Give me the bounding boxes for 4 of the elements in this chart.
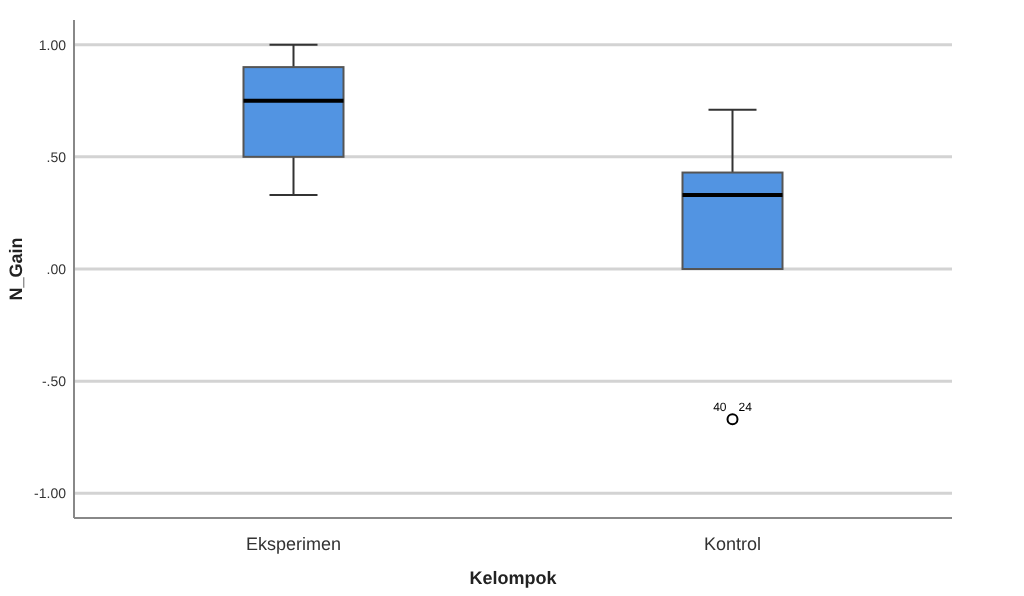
x-tick-label: Eksperimen xyxy=(245,534,342,554)
x-axis-title: Kelompok xyxy=(469,568,559,588)
y-axis-title: N_Gain xyxy=(6,237,26,301)
x-tick-label: Kontrol xyxy=(703,534,762,554)
